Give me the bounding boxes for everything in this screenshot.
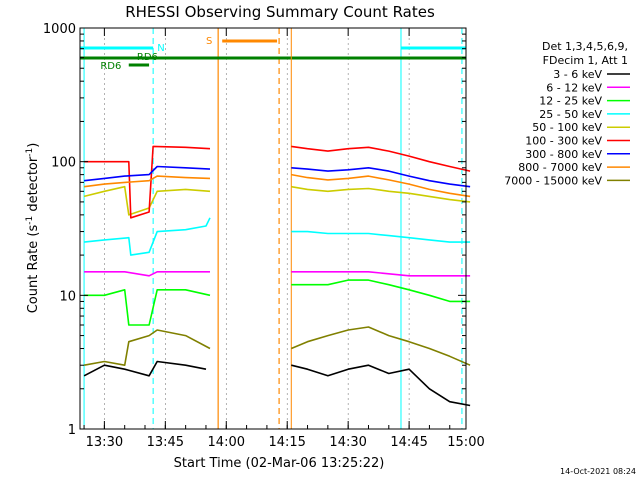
series-line	[83, 360, 207, 377]
series-line	[84, 145, 211, 219]
y-axis-label-sup2: -1	[25, 148, 35, 157]
x-tick-label: 13:45	[147, 435, 184, 450]
series-line	[84, 165, 211, 182]
x-tick-label: 15:00	[447, 435, 484, 450]
y-axis-label-mid: detector	[26, 156, 41, 216]
legend-header-line-2: FDecim 1, Att 1	[543, 54, 628, 67]
series-line	[84, 217, 211, 256]
series-line	[84, 288, 211, 326]
series-line	[290, 326, 471, 366]
legend-label: 12 - 25 keV	[539, 95, 602, 108]
grid-layer	[104, 28, 410, 429]
series-line	[291, 167, 471, 188]
x-tick-label: 14:45	[390, 435, 427, 450]
y-axis-label-main: Count Rate (s	[26, 225, 41, 314]
series-line	[291, 185, 471, 203]
legend-label: 7000 - 15000 keV	[504, 174, 602, 187]
x-tick-label: 14:15	[268, 435, 305, 450]
series-line	[84, 270, 210, 277]
y-tick-label: 1	[68, 423, 76, 438]
timestamp: 14-Oct-2021 08:24	[560, 467, 636, 476]
tick-layer: 13:30 13:45 14:00 14:15 14:30 14:45 15:00 1 10 10…	[43, 22, 485, 450]
y-axis-label-sup1: -1	[25, 216, 35, 225]
series-line	[291, 230, 471, 243]
legend-label: 300 - 800 keV	[525, 148, 602, 161]
legend-label: 25 - 50 keV	[539, 108, 602, 121]
rd6-label-2: RD6	[100, 61, 121, 72]
plot-area	[79, 27, 467, 430]
legend-label: 100 - 300 keV	[525, 135, 602, 148]
y-axis-label: Count Rate (s-1 detector-1)	[25, 143, 41, 314]
series-line	[291, 279, 471, 303]
legend-label: 3 - 6 keV	[553, 68, 602, 81]
y-tick-label: 100	[51, 156, 76, 171]
chart-title: RHESSI Observing Summary Count Rates	[125, 3, 435, 21]
night-label: N	[157, 43, 164, 54]
series-line	[83, 175, 211, 188]
y-axis-label-end: )	[26, 143, 41, 148]
series-line	[291, 364, 471, 407]
series-line	[291, 145, 471, 172]
x-tick-label: 14:30	[329, 435, 366, 450]
series-line	[291, 173, 471, 198]
legend-label: 50 - 100 keV	[532, 121, 602, 134]
y-tick-label: 10	[59, 289, 76, 304]
y-tick-label: 1000	[43, 22, 76, 37]
legend-label: 6 - 12 keV	[546, 81, 602, 94]
series-line	[291, 270, 471, 277]
x-axis-label: Start Time (02-Mar-06 13:25:22)	[174, 456, 385, 471]
plot-frame	[79, 27, 467, 430]
x-tick-label: 14:00	[208, 435, 245, 450]
legend-header-line-1: Det 1,3,4,5,6,9,	[542, 40, 628, 53]
rd6-label: RD6	[137, 52, 158, 63]
legend-label: 800 - 7000 keV	[518, 161, 602, 174]
x-tick-label: 13:30	[86, 435, 123, 450]
series-line	[83, 329, 211, 367]
saa-label: S	[206, 36, 212, 47]
series-layer	[83, 145, 471, 407]
series-line	[83, 185, 211, 216]
